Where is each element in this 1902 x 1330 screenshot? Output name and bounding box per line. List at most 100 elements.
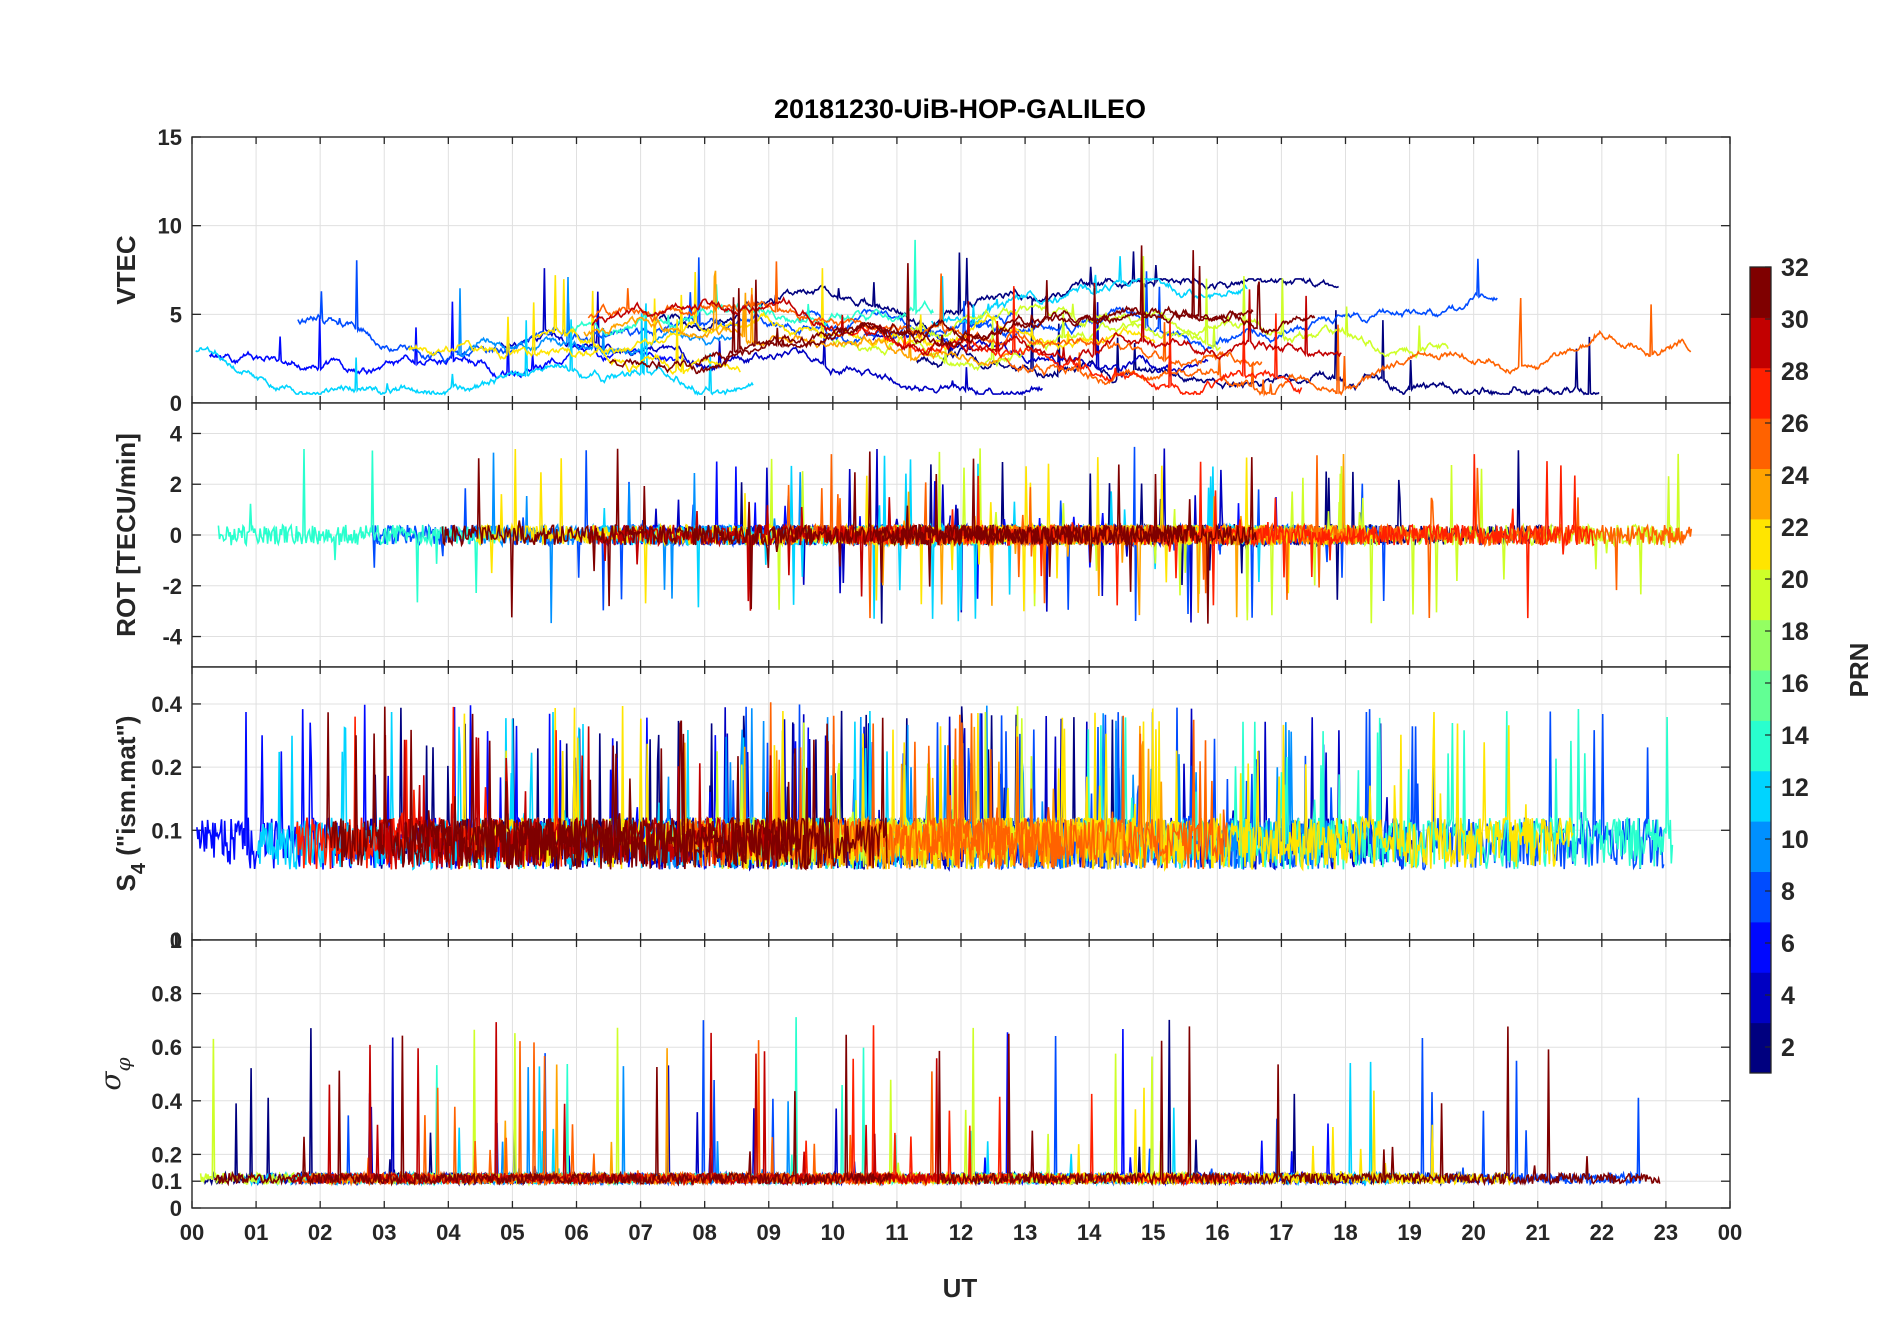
colorbar-segment [1750,821,1771,872]
x-tick-label: 15 [1141,1220,1165,1245]
x-tick-label: 20 [1461,1220,1485,1245]
x-tick-label: 08 [692,1220,716,1245]
y-tick-label: 0.1 [151,1169,182,1194]
x-tick-label: 02 [308,1220,332,1245]
panel-s4: 0 0.1 0.2 0.4S4 ("ism.mat") [111,666,1731,953]
x-tick-label: 12 [949,1220,973,1245]
colorbar-tick-label: 20 [1781,566,1809,594]
series-lines [195,239,1692,398]
colorbar-tick-label: 18 [1781,618,1809,646]
y-tick-label: 0.4 [151,1089,182,1114]
colorbar-tick-label: 24 [1781,462,1809,490]
colorbar-segment [1750,921,1771,973]
colorbar-tick-label: 6 [1781,930,1795,958]
colorbar-segment [1750,871,1771,923]
x-tick-label: 14 [1077,1220,1102,1245]
series-line-prn-20 [831,256,1449,359]
y-tick-label: 0.1 [151,818,182,843]
colorbar-segment [1750,267,1771,318]
y-tick-label: 0.6 [151,1035,182,1060]
x-tick-label: 10 [821,1220,845,1245]
colorbar-segment [1750,670,1771,721]
y-tick-label: 10 [158,214,182,239]
colorbar-segment [1750,569,1771,621]
y-tick-label: 0.4 [151,692,182,717]
series-line-prn-32 [401,717,888,871]
x-tick-label: 06 [564,1220,588,1245]
series-line-prn-13 [1084,708,1674,870]
colorbar-tick-label: 4 [1781,982,1795,1010]
x-tick-label: 16 [1205,1220,1229,1245]
y-axis-label: σφ [94,1057,135,1090]
x-tick-label: 03 [372,1220,396,1245]
series-line-prn-26 [922,715,1228,870]
colorbar-tick-label: 16 [1781,670,1809,698]
x-tick-label: 22 [1590,1220,1614,1245]
x-tick-label: 18 [1333,1220,1357,1245]
colorbar-segment [1750,518,1771,570]
colorbar-segment [1750,367,1771,419]
x-tick-label: 09 [757,1220,781,1245]
series-line-prn-26 [1009,455,1693,619]
colorbar-tick-label: 12 [1781,774,1809,802]
chart-title: 20181230-UiB-HOP-GALILEO [774,94,1146,124]
series-line-prn-32 [441,448,1185,618]
y-tick-label: -4 [162,625,182,650]
x-tick-label: 00 [1718,1220,1742,1245]
series-line-prn-19 [907,278,1221,372]
colorbar-segment [1750,720,1771,772]
colorbar-tick-label: 32 [1781,254,1809,282]
colorbar-segment [1750,770,1771,822]
y-tick-label: 1 [170,928,182,953]
panel-frame [191,939,1731,1209]
series-lines [217,446,1693,624]
x-tick-label: 17 [1269,1220,1293,1245]
y-tick-label: 4 [170,421,183,446]
x-tick-label: 00 [180,1220,204,1245]
colorbar-tick-label: 8 [1781,878,1795,906]
x-tick-label: 23 [1654,1220,1678,1245]
y-tick-label: 0.8 [151,982,182,1007]
colorbar-tick-label: 14 [1781,722,1809,750]
x-tick-label: 13 [1013,1220,1037,1245]
series-line-prn-3 [499,268,1043,396]
y-tick-label: 0 [170,1196,182,1221]
panel-rot: -4 -2 0 2 4 ROT [TECU/min] [111,402,1731,668]
y-tick-label: 2 [170,472,182,497]
colorbar-segment [1750,619,1771,671]
series-line-prn-21 [407,302,741,375]
y-tick-label: 5 [170,302,182,327]
x-tick-label: 04 [436,1220,461,1245]
y-tick-label: 0 [170,523,182,548]
series-line-prn-32 [213,1034,892,1187]
colorbar-tick-label: 28 [1781,358,1809,386]
colorbar-segment [1750,972,1771,1024]
colorbar-label: PRN [1844,643,1874,698]
colorbar-tick-label: 2 [1781,1034,1795,1062]
series-lines [199,1017,1661,1187]
series-line-prn-12 [195,303,754,396]
series-line-prn-27 [850,286,1303,396]
series-line-prn-32 [609,250,1254,375]
series-lines [196,702,1674,872]
series-line-prn-2 [914,300,1600,397]
colorbar-tick-label: 30 [1781,306,1809,334]
x-tick-label: 21 [1526,1220,1550,1245]
series-line-prn-31 [936,1026,1661,1187]
y-tick-label: 0.2 [151,1142,182,1167]
x-tick-label: 05 [500,1220,524,1245]
series-line-prn-30 [376,726,789,870]
series-line-prn-5 [208,301,685,380]
panel-vtec: 0 5 10 15 VTEC [111,125,1731,416]
series-line-prn-1 [658,251,1339,334]
series-line-prn-30 [591,282,1342,365]
x-tick-label: 19 [1397,1220,1421,1245]
colorbar-tick-label: 26 [1781,410,1809,438]
colorbar-tick-label: 10 [1781,826,1809,854]
colorbar-segment [1750,418,1771,469]
x-axis-label: UT [943,1273,978,1303]
y-tick-label: 0 [170,391,182,416]
